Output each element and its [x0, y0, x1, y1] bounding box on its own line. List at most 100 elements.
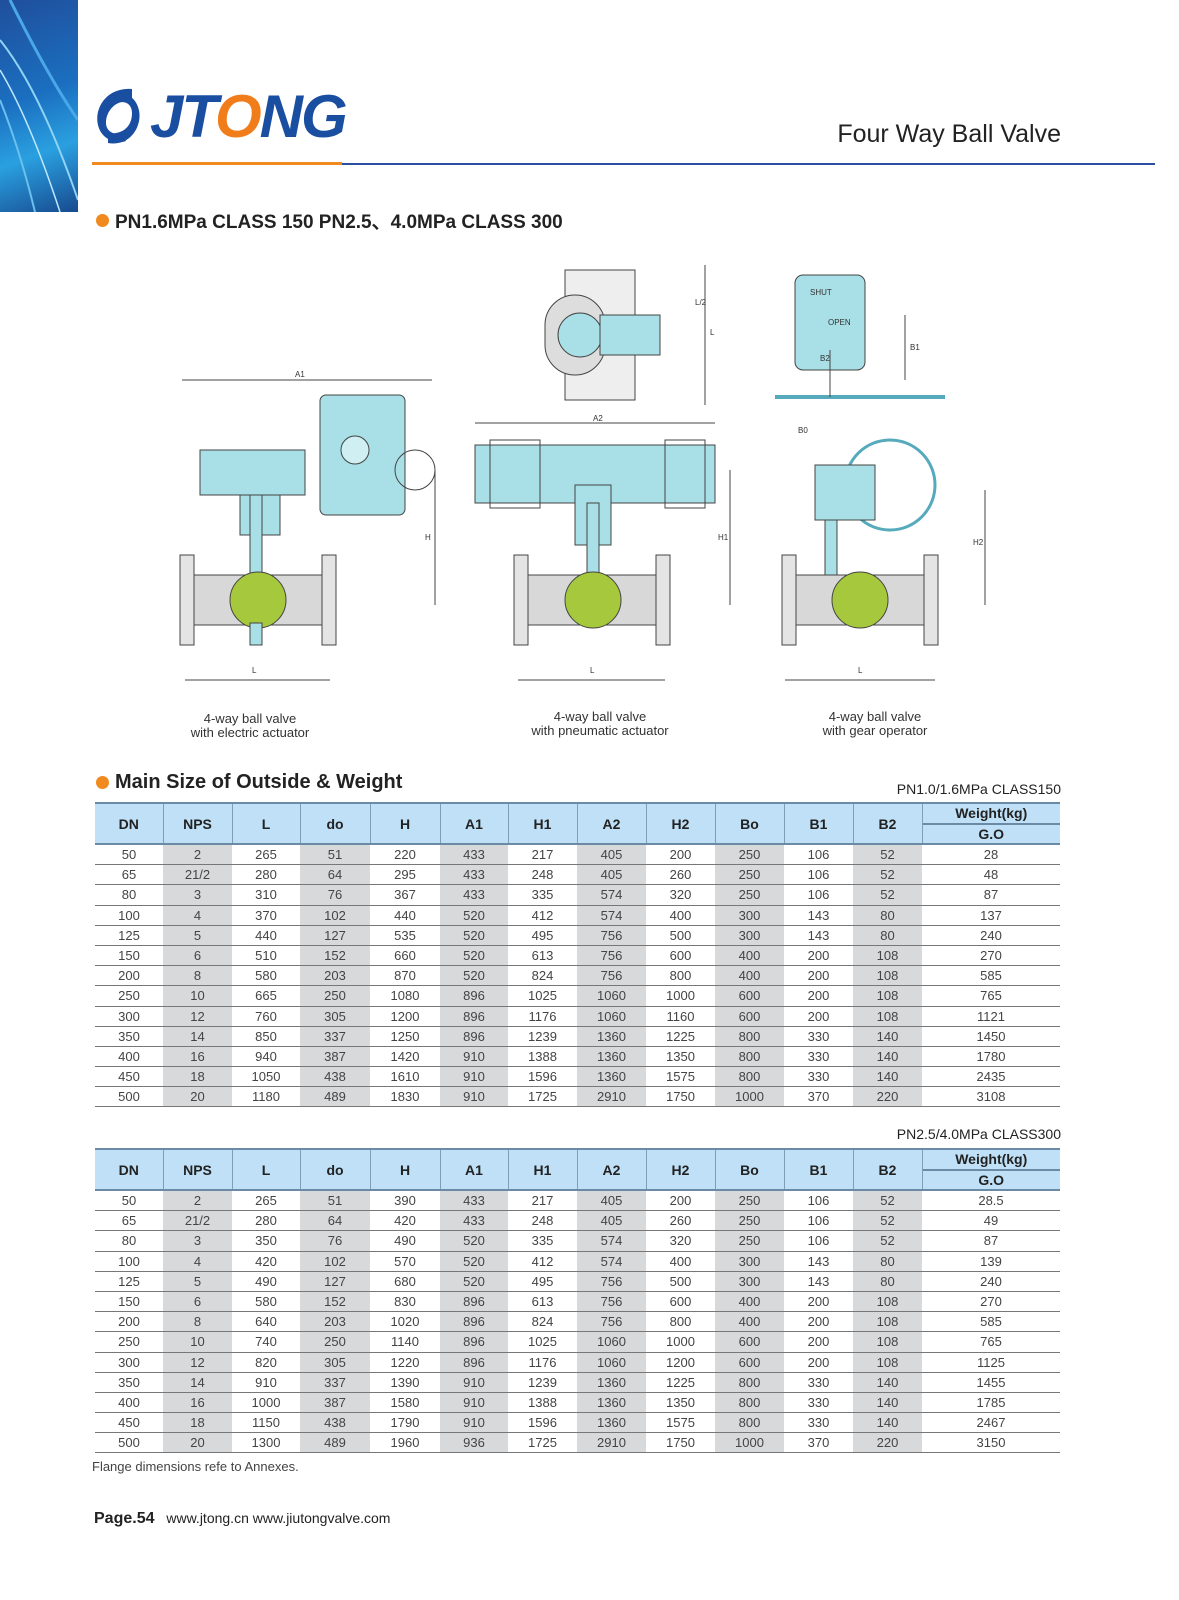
table-cell: 143	[784, 1251, 853, 1272]
table-cell: 12	[163, 1352, 232, 1373]
table-cell: 240	[922, 1271, 1060, 1292]
table-cell: 250	[715, 1230, 784, 1252]
table-cell: 910	[440, 1372, 508, 1393]
table-cell: 80	[853, 905, 922, 926]
table-cell: 200	[784, 1006, 853, 1027]
table-cell: 20	[163, 1432, 232, 1454]
table-cell: 52	[853, 1230, 922, 1252]
table-cell: 10	[163, 1331, 232, 1353]
table-cell: 756	[577, 1311, 646, 1333]
table-cell: 108	[853, 965, 922, 987]
table-cell: 1575	[646, 1066, 715, 1088]
column-header-a1: A1	[440, 803, 509, 844]
caption-line: with gear operator	[822, 723, 928, 738]
table-cell: 433	[440, 1190, 508, 1212]
table-cell: 1000	[646, 985, 715, 1007]
table-cell: 940	[232, 1046, 300, 1068]
table-cell: 250	[300, 985, 370, 1007]
caption-line: 4-way ball valve	[828, 709, 922, 724]
table-cell: 1725	[508, 1086, 577, 1108]
table-cell: 48	[922, 864, 1060, 886]
table-cell: 500	[95, 1086, 163, 1108]
table-cell: 102	[300, 905, 370, 926]
table-cell: 830	[370, 1291, 440, 1313]
table-cell: 3108	[922, 1086, 1060, 1108]
column-header-do: do	[300, 803, 371, 844]
table-cell: 330	[784, 1372, 853, 1393]
svg-text:L/2: L/2	[695, 298, 707, 307]
table-row: 100 4 370 102 440 520 412 574 400 300 143 80 137	[95, 905, 1060, 926]
svg-text:A1: A1	[295, 370, 305, 379]
table-cell: 896	[440, 985, 508, 1007]
table-cell: 400	[95, 1392, 163, 1414]
table-cell: 295	[370, 864, 440, 886]
table-cell: 137	[922, 905, 1060, 926]
table-cell: 665	[232, 985, 300, 1007]
table-cell: 8	[163, 965, 232, 987]
caption-line: 4-way ball valve	[203, 711, 297, 726]
table-cell: 756	[577, 945, 646, 967]
table-cell: 335	[508, 1230, 577, 1252]
table-cell: 200	[646, 844, 715, 866]
table-cell: 4	[163, 1251, 232, 1272]
table-cell: 824	[508, 1311, 577, 1333]
table-cell: 520	[440, 1251, 508, 1272]
table-cell: 490	[370, 1230, 440, 1252]
table-row: 100 4 420 102 570 520 412 574 400 300 143 80 139	[95, 1251, 1060, 1272]
table-cell: 1785	[922, 1392, 1060, 1414]
table-cell: 500	[646, 1271, 715, 1292]
table-cell: 108	[853, 945, 922, 967]
table-cell: 1020	[370, 1311, 440, 1333]
table-cell: 420	[232, 1251, 300, 1272]
table-cell: 300	[715, 905, 784, 926]
table-cell: 756	[577, 925, 646, 946]
table-cell: 14	[163, 1372, 232, 1393]
table-cell: 405	[577, 864, 646, 886]
table-cell: 140	[853, 1066, 922, 1088]
table-row: 65 21/2 280 64 295 433 248 405 260 250 106 52 48	[95, 864, 1060, 886]
table-cell: 489	[300, 1432, 370, 1454]
table-cell: 2	[163, 844, 232, 866]
table-cell: 200	[784, 965, 853, 987]
table-row: 80 3 350 76 490 520 335 574 320 250 106 52 87	[95, 1230, 1060, 1252]
table-cell: 850	[232, 1026, 300, 1047]
column-header-a1: A1	[440, 1149, 509, 1190]
table-cell: 800	[715, 1412, 784, 1434]
table-cell: 52	[853, 884, 922, 906]
table-cell: 3150	[922, 1432, 1060, 1454]
table-cell: 300	[715, 925, 784, 946]
table-cell: 1160	[646, 1006, 715, 1027]
table-cell: 600	[646, 1291, 715, 1313]
table-cell: 350	[95, 1026, 163, 1047]
table-cell: 896	[440, 1006, 508, 1027]
table-cell: 52	[853, 844, 922, 866]
table-cell: 1596	[508, 1412, 577, 1434]
table-cell: 1350	[646, 1046, 715, 1068]
website-links[interactable]: www.jtong.cn www.jiutongvalve.com	[166, 1510, 391, 1526]
table-cell: 1360	[577, 1026, 646, 1047]
table-cell: 265	[232, 1190, 300, 1212]
table-cell: 87	[922, 884, 1060, 906]
table-cell: 280	[232, 864, 300, 886]
table-cell: 350	[232, 1230, 300, 1252]
table-cell: 102	[300, 1251, 370, 1272]
table-cell: 80	[853, 1251, 922, 1272]
table-cell: 108	[853, 1331, 922, 1353]
table-cell: 2435	[922, 1066, 1060, 1088]
table-cell: 1360	[577, 1392, 646, 1414]
table-cell: 1220	[370, 1352, 440, 1373]
section-heading-sizes: Main Size of Outside & Weight	[96, 771, 402, 794]
table-cell: 4	[163, 905, 232, 926]
table-cell: 1300	[232, 1432, 300, 1454]
page-footer: Page.54 www.jtong.cn www.jiutongvalve.co…	[94, 1510, 390, 1528]
table-cell: 320	[646, 884, 715, 906]
table-cell: 64	[300, 864, 370, 886]
table-cell: 305	[300, 1352, 370, 1373]
svg-text:H1: H1	[718, 533, 729, 542]
svg-text:L: L	[590, 666, 595, 675]
table-cell: 585	[922, 965, 1060, 987]
weight-header-bottom: G.O	[978, 825, 1005, 842]
